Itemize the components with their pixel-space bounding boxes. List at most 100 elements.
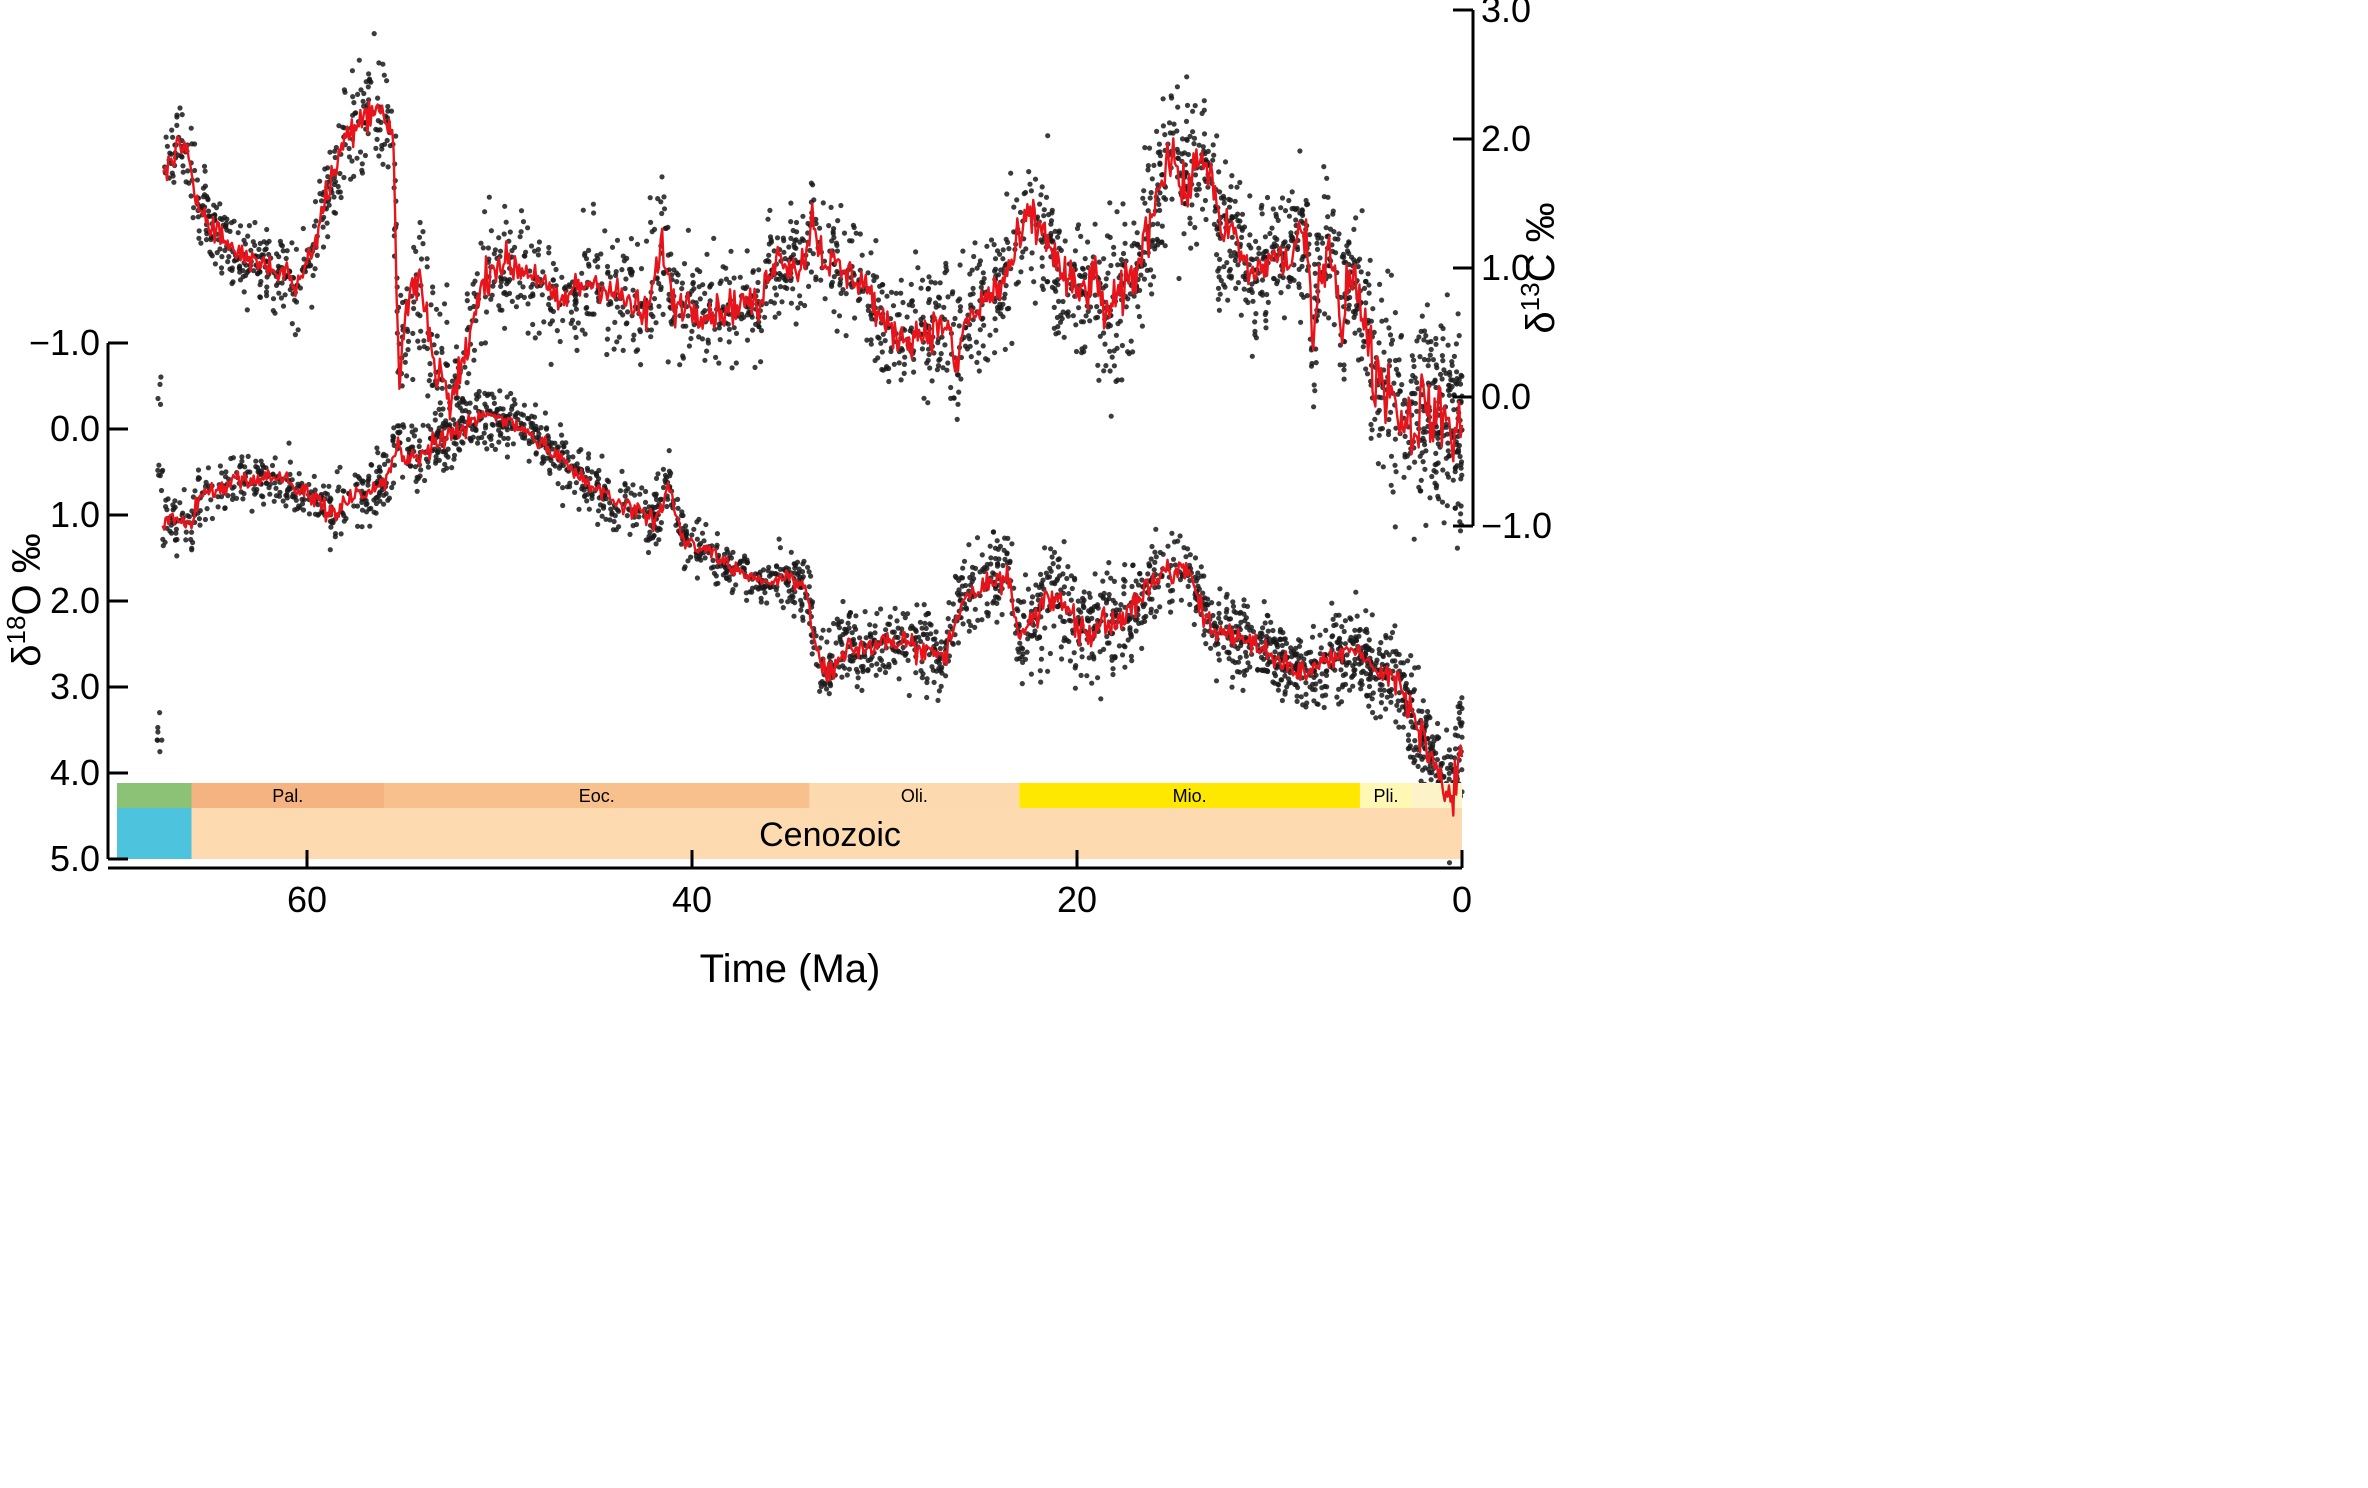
data-point [1314,246,1321,252]
data-point [936,660,943,667]
data-point [1013,281,1019,287]
data-point [976,350,982,356]
data-point [1412,400,1418,406]
data-point [1265,628,1271,634]
data-point [1323,225,1329,231]
data-point [1302,253,1308,259]
data-point [776,310,782,316]
data-point [1016,656,1023,662]
data-point [573,480,580,486]
data-point [498,276,504,282]
data-point [992,266,999,272]
data-point [620,312,626,318]
data-point [1072,577,1078,583]
data-point [1412,757,1418,764]
data-point [1053,331,1059,337]
data-point [337,170,343,177]
data-point [183,537,189,543]
data-point [488,436,494,442]
data-point [1411,687,1417,693]
data-point [517,234,523,240]
data-point [1383,706,1389,712]
data-point [427,361,433,367]
data-point [926,274,932,280]
data-point [522,253,528,259]
data-point [1353,637,1360,644]
data-point [496,303,502,309]
data-point [188,125,194,131]
data-point [890,303,897,309]
data-point [417,313,423,319]
data-point [720,572,727,578]
data-point [581,487,587,493]
data-point [1419,313,1425,319]
data-point [878,340,884,346]
data-point [1255,666,1261,673]
data-point [449,378,455,384]
data-point [413,248,419,254]
data-point [1314,240,1320,246]
data-point [354,503,361,509]
data-point [1229,173,1235,179]
data-point [1174,84,1180,90]
data-point [437,311,443,317]
data-point [481,430,487,436]
data-point [976,262,983,268]
data-point [540,454,546,460]
data-point [1252,319,1258,325]
data-point [1147,195,1153,201]
data-point [1417,354,1423,360]
data-point [685,227,692,233]
data-point [924,676,930,682]
data-point [377,489,383,495]
data-point [1401,474,1407,480]
data-point [327,498,333,505]
data-point [1256,251,1262,257]
data-point [1004,551,1010,557]
data-point [603,516,609,522]
data-point [444,282,450,288]
data-point [1374,657,1380,663]
data-point [1187,220,1193,227]
data-point [1440,467,1446,473]
data-point [1387,689,1393,695]
data-point [994,619,1000,625]
data-point [1445,753,1451,760]
data-point [1097,333,1103,339]
data-point [346,145,352,152]
data-point [843,291,849,297]
data-point [1242,618,1248,624]
data-point [1363,366,1369,372]
data-point [429,382,435,388]
data-point [1039,263,1045,269]
data-point [956,389,962,395]
data-point [467,400,473,406]
data-point [1104,233,1111,239]
data-point [1408,653,1414,659]
data-point [244,307,250,313]
data-point [1241,597,1247,603]
data-point [902,651,908,657]
data-point [1052,581,1058,587]
data-point [1341,628,1347,635]
data-point [1240,687,1246,694]
data-point [157,710,163,716]
data-point [366,473,372,479]
data-point [1185,151,1191,158]
data-point [252,219,258,226]
data-point [1203,216,1209,223]
data-point [1363,626,1369,633]
data-point [411,305,417,312]
data-point [1233,623,1239,629]
data-point [1229,684,1235,690]
data-point [313,218,319,224]
data-point [867,622,873,628]
data-point [857,231,863,237]
data-point [1002,346,1008,352]
data-point [1277,273,1283,279]
data-point [1038,571,1044,578]
data-point [1433,335,1439,342]
data-point [972,606,978,612]
data-point [1296,655,1302,661]
data-point [867,631,874,637]
